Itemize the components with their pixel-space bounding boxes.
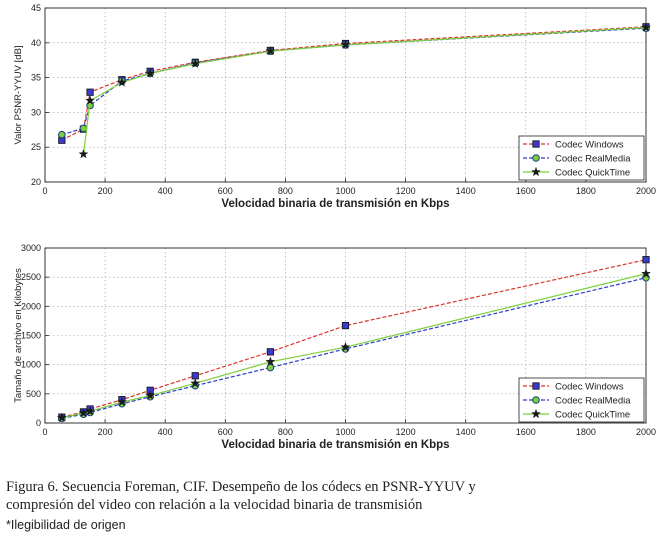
x-tick-label: 0 xyxy=(42,186,47,196)
x-tick-label: 1800 xyxy=(576,427,596,437)
filesize-chart: 0 200 400 600 800 1000 1200 1400 1600 1800 2000 0 50… xyxy=(13,243,656,451)
data-point xyxy=(145,68,156,78)
legend-box xyxy=(518,377,645,423)
legend-box xyxy=(518,135,645,181)
legend-marker xyxy=(531,408,541,419)
x-tick-label: 400 xyxy=(158,186,173,196)
y-axis-label: Tamaño de archivo en Kilobytes xyxy=(13,268,24,403)
y-tick-label: 500 xyxy=(26,389,41,399)
caption-line-2: compresión del video con relación a la v… xyxy=(6,497,423,513)
y-tick-label: 25 xyxy=(31,142,41,152)
y-tick-label: 2000 xyxy=(21,301,41,311)
data-point xyxy=(85,95,96,105)
legend-label: Codec Windows xyxy=(555,140,624,151)
legend-marker xyxy=(532,140,540,148)
data-point xyxy=(79,124,88,133)
y-tick-label: 45 xyxy=(31,3,41,13)
x-tick-label: 0 xyxy=(42,427,47,437)
data-point xyxy=(340,341,351,352)
x-tick-label: 200 xyxy=(98,186,113,196)
x-tick-label: 800 xyxy=(278,427,293,437)
legend: Codec Windows Codec RealMedia Codec QuickT… xyxy=(518,377,645,423)
legend-marker xyxy=(532,396,540,404)
x-tick-label: 1200 xyxy=(396,186,416,196)
y-tick-label: 30 xyxy=(31,107,41,117)
data-point xyxy=(642,256,650,264)
data-point xyxy=(641,22,651,32)
x-tick-label: 1400 xyxy=(456,427,476,437)
x-tick-label: 2000 xyxy=(636,427,656,437)
x-tick-label: 1200 xyxy=(396,427,416,437)
x-axis-label: Velocidad binaria de transmisión en Kbps xyxy=(221,198,449,210)
plot-frame xyxy=(44,247,647,424)
data-point xyxy=(116,77,127,87)
data-point xyxy=(190,378,201,388)
legend-label: Codec QuickTime xyxy=(555,168,630,179)
y-tick-label: 40 xyxy=(31,38,41,48)
y-tick-label: 2500 xyxy=(21,272,41,282)
caption-line-1: Figura 6. Secuencia Foreman, CIF. Desemp… xyxy=(6,479,476,495)
data-point xyxy=(265,356,276,366)
data-point xyxy=(265,45,276,56)
data-point xyxy=(145,390,156,400)
legend-marker xyxy=(532,382,540,390)
legend-label: Codec QuickTime xyxy=(555,410,630,421)
y-tick-label: 20 xyxy=(31,177,41,187)
x-tick-label: 1400 xyxy=(456,186,476,196)
data-point xyxy=(191,372,199,380)
y-tick-label: 3000 xyxy=(21,243,41,253)
data-point xyxy=(58,130,66,139)
x-tick-label: 600 xyxy=(218,186,233,196)
y-tick-label: 1500 xyxy=(21,331,41,341)
data-point xyxy=(341,321,350,330)
x-tick-label: 200 xyxy=(98,427,113,437)
psnr-chart: 0 200 400 600 800 1000 1200 1400 1600 1800 2000 20 2… xyxy=(13,3,656,210)
source-note: *Ilegibilidad de origen xyxy=(6,518,126,532)
data-point xyxy=(340,39,351,50)
legend-label: Codec Windows xyxy=(555,382,624,393)
y-axis-label: Valor PSNR-YYUV [dB] xyxy=(13,45,24,144)
plot-frame xyxy=(44,7,647,183)
legend: Codec Windows Codec RealMedia Codec QuickT… xyxy=(518,135,645,181)
data-point xyxy=(56,412,67,422)
series-line xyxy=(61,26,647,141)
legend-marker xyxy=(532,154,540,162)
legend-label: Codec RealMedia xyxy=(555,154,631,165)
data-point xyxy=(190,58,201,68)
x-tick-label: 800 xyxy=(278,186,293,196)
data-point xyxy=(78,407,89,418)
data-point xyxy=(266,348,274,356)
data-point xyxy=(266,363,275,372)
y-tick-label: 35 xyxy=(31,73,41,83)
x-tick-label: 1600 xyxy=(516,427,536,437)
data-point xyxy=(86,88,94,96)
x-tick-label: 400 xyxy=(158,427,173,437)
x-tick-label: 1600 xyxy=(516,186,536,196)
series-line xyxy=(82,26,647,155)
y-tick-label: 1000 xyxy=(21,360,41,370)
series-codec-quicktime xyxy=(56,268,651,422)
x-tick-label: 1000 xyxy=(335,427,355,437)
x-tick-label: 1000 xyxy=(335,186,355,196)
series-codec-quicktime xyxy=(78,22,651,159)
x-axis-label: Velocidad binaria de transmisión en Kbps xyxy=(221,439,449,451)
legend-marker xyxy=(531,166,541,177)
x-tick-label: 1800 xyxy=(576,186,596,196)
data-point xyxy=(85,406,96,416)
x-tick-label: 2000 xyxy=(636,186,656,196)
legend-label: Codec RealMedia xyxy=(555,396,631,407)
data-point xyxy=(78,148,89,159)
y-tick-label: 0 xyxy=(36,418,41,428)
figure-caption: Figura 6. Secuencia Foreman, CIF. Desemp… xyxy=(6,478,646,514)
data-point xyxy=(116,396,127,407)
x-tick-label: 600 xyxy=(218,427,233,437)
data-point xyxy=(641,268,651,278)
